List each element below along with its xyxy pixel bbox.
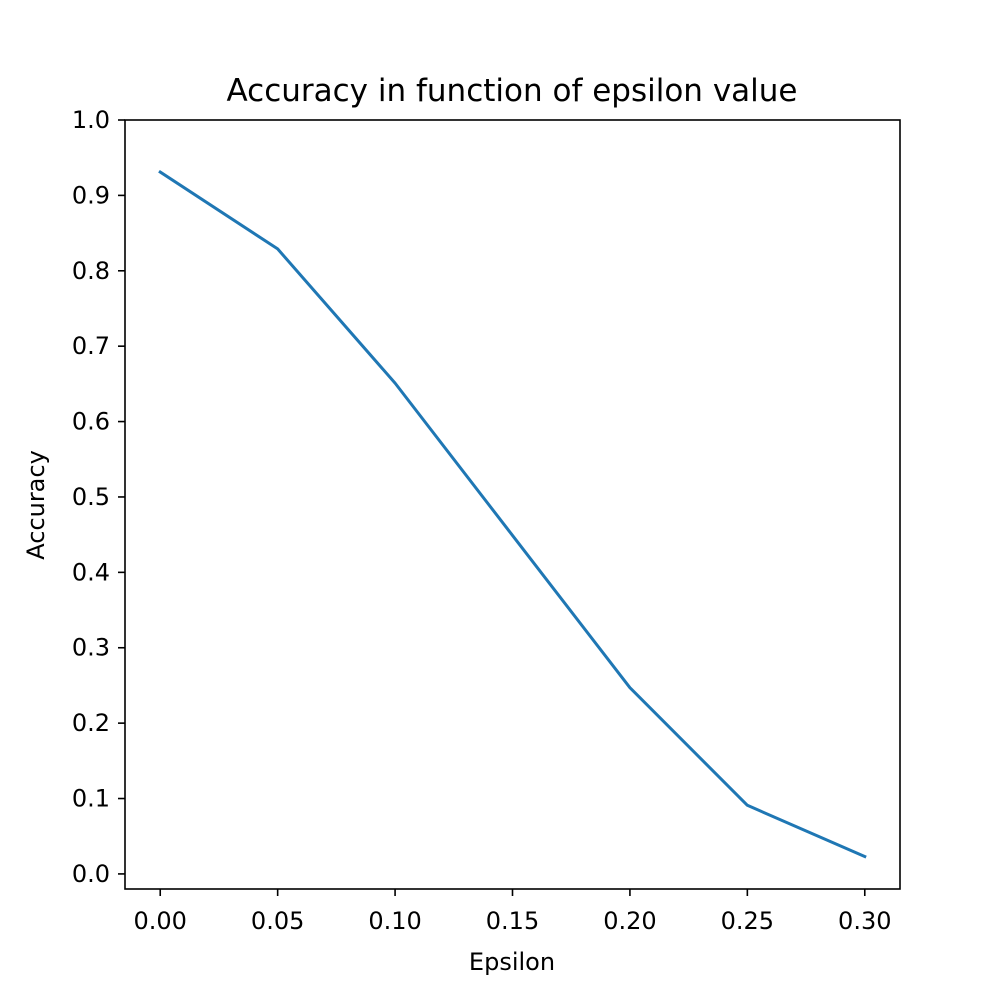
x-tick-label: 0.00: [134, 907, 187, 935]
x-tick-label: 0.05: [251, 907, 304, 935]
x-tick-label: 0.20: [603, 907, 656, 935]
x-axis-label: Epsilon: [469, 948, 555, 976]
x-tick-label: 0.25: [721, 907, 774, 935]
series-line: [158, 169, 867, 859]
series-layer: [158, 169, 867, 859]
y-tick-label: 0.6: [72, 408, 110, 436]
y-tick-label: 0.4: [72, 558, 110, 586]
y-tick-label: 0.0: [72, 860, 110, 888]
y-tick-label: 0.1: [72, 785, 110, 813]
chart-title: Accuracy in function of epsilon value: [227, 73, 798, 109]
plot-frame: [124, 119, 901, 890]
y-axis-ticks: 0.0 0.1 0.2 0.3 0.4 0.5 0.6 0.7 0.8 0.9 1.0: [72, 106, 125, 888]
axes-frame: [124, 119, 901, 890]
x-tick-label: 0.10: [368, 907, 421, 935]
y-tick-label: 0.9: [72, 181, 110, 209]
x-axis-ticks: 0.00 0.05 0.10 0.15 0.20 0.25 0.30: [134, 889, 891, 935]
x-tick-label: 0.15: [486, 907, 539, 935]
y-tick-label: 0.3: [72, 634, 110, 662]
y-tick-label: 0.7: [72, 332, 110, 360]
y-tick-label: 1.0: [72, 106, 110, 134]
y-tick-label: 0.8: [72, 257, 110, 285]
x-tick-label: 0.30: [838, 907, 891, 935]
y-tick-label: 0.5: [72, 483, 110, 511]
y-tick-label: 0.2: [72, 709, 110, 737]
y-axis-label: Accuracy: [22, 450, 50, 560]
